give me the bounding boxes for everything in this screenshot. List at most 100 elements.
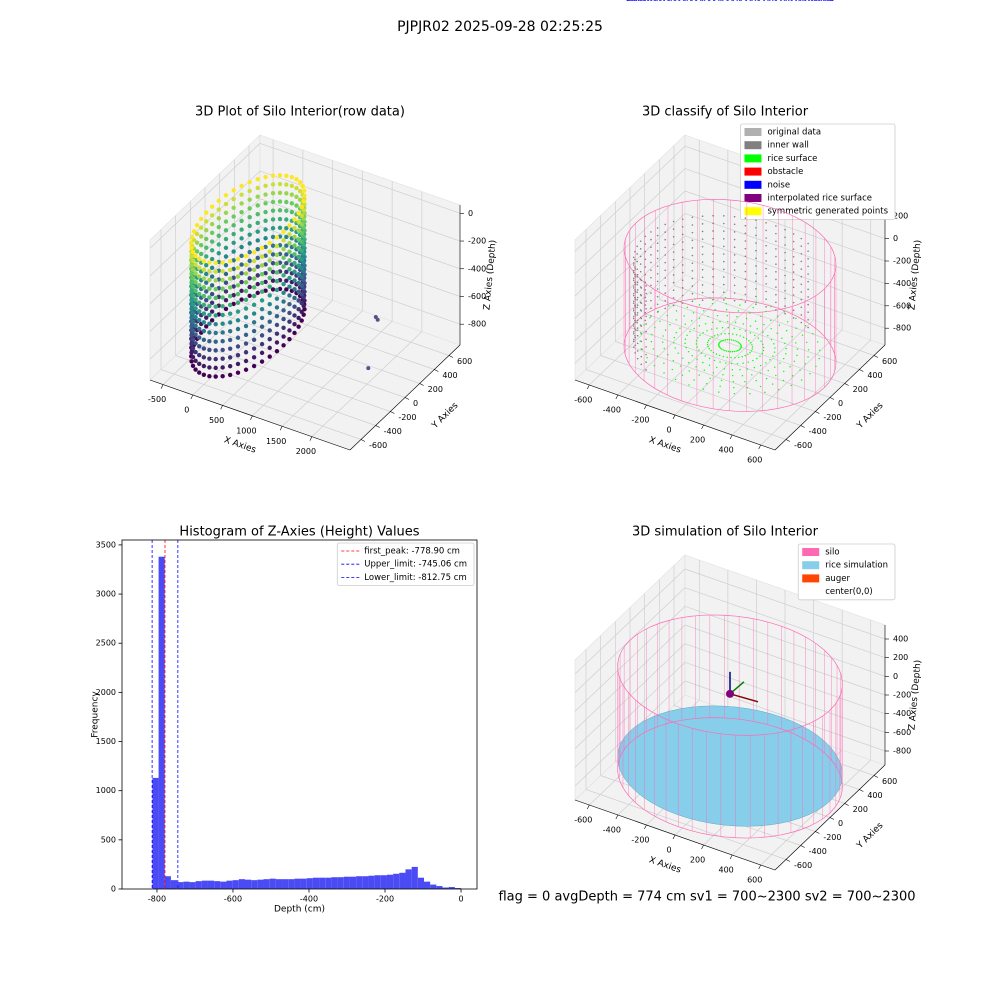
point [189,234,195,240]
point [287,336,292,342]
point [804,325,807,327]
point [719,361,721,363]
tick-mark [859,789,864,792]
x-tick-label: 0 [458,895,463,904]
point [793,360,796,362]
point [284,226,289,231]
point [299,239,304,245]
point [220,260,225,265]
point [227,363,233,369]
point [751,344,753,346]
point [189,280,194,285]
x-axis-label: Depth (cm) [274,905,325,915]
point [267,249,272,254]
point [640,279,643,282]
point [644,304,647,306]
y-tick-label: 1000 [96,786,116,795]
point [209,300,215,306]
tick-mark [729,854,733,860]
bar [312,877,320,889]
point [650,340,653,343]
tick-mark [615,814,619,820]
x-tick-label: -600 [574,816,592,825]
point [251,328,257,334]
point [296,210,301,216]
grid-line [234,299,435,370]
grid-line [644,313,845,384]
point [759,385,762,388]
tick-mark [672,834,676,840]
point [730,339,733,341]
point [685,346,687,349]
point [255,229,260,234]
point [723,230,725,232]
point [239,236,244,241]
point [197,309,202,314]
point [204,271,209,277]
grid-line [585,789,787,860]
point [785,0,788,1]
point [792,294,795,296]
x-tick-label: 500 [209,416,224,425]
y-tick-label: 0 [413,399,418,408]
point [693,327,695,330]
x-tick-label: 2000 [296,447,316,456]
point [274,296,280,301]
point [633,0,636,1]
point [281,255,286,261]
point [784,259,786,262]
point [239,279,244,285]
point [791,335,793,338]
point [247,179,252,185]
point [629,0,632,1]
bar [436,886,443,889]
point [194,240,200,245]
point [691,277,694,280]
point [807,250,809,252]
point [716,366,718,369]
point [722,349,724,351]
point [231,231,236,237]
tick-mark [404,397,410,400]
point [744,224,747,227]
point [656,234,659,237]
point [259,350,265,356]
point [722,374,724,376]
point [754,334,756,337]
point [201,363,207,369]
point [204,262,209,268]
point [811,0,814,1]
point [297,180,303,185]
point [718,346,721,348]
x-tick-label: -200 [376,895,394,904]
grid-line [684,680,886,752]
point [267,336,272,342]
point [644,311,647,314]
point [287,258,292,263]
x-tick-label: -400 [300,895,318,904]
point [296,289,301,294]
tick-mark [829,397,835,400]
legend-swatch [802,587,820,596]
point [702,361,704,364]
point [189,359,194,364]
point [744,286,747,288]
z-tick-label: -200 [468,237,486,246]
point [204,315,209,320]
point [255,264,260,269]
legend-swatch [744,141,762,150]
point [197,352,202,358]
point [190,258,196,264]
point [674,347,676,349]
point [701,223,704,225]
point [231,275,236,280]
point [654,326,656,329]
point [255,290,260,296]
legend-swatch [802,574,820,583]
point [731,368,733,371]
point [701,284,704,286]
point [701,299,704,302]
point [296,245,301,251]
point [724,297,727,299]
tick-mark [758,864,761,870]
